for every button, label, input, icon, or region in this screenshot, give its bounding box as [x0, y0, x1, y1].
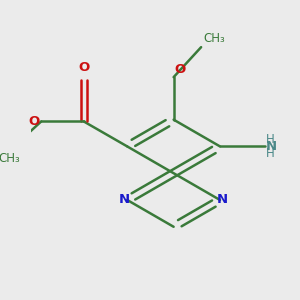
- Text: O: O: [175, 63, 186, 76]
- Text: H: H: [266, 133, 275, 146]
- Text: CH₃: CH₃: [203, 32, 225, 45]
- Text: N: N: [119, 194, 130, 206]
- Text: H: H: [266, 147, 275, 160]
- Text: N: N: [266, 140, 277, 153]
- Text: O: O: [28, 115, 40, 128]
- Text: O: O: [78, 61, 89, 74]
- Text: N: N: [217, 194, 228, 206]
- Text: CH₃: CH₃: [0, 152, 20, 165]
